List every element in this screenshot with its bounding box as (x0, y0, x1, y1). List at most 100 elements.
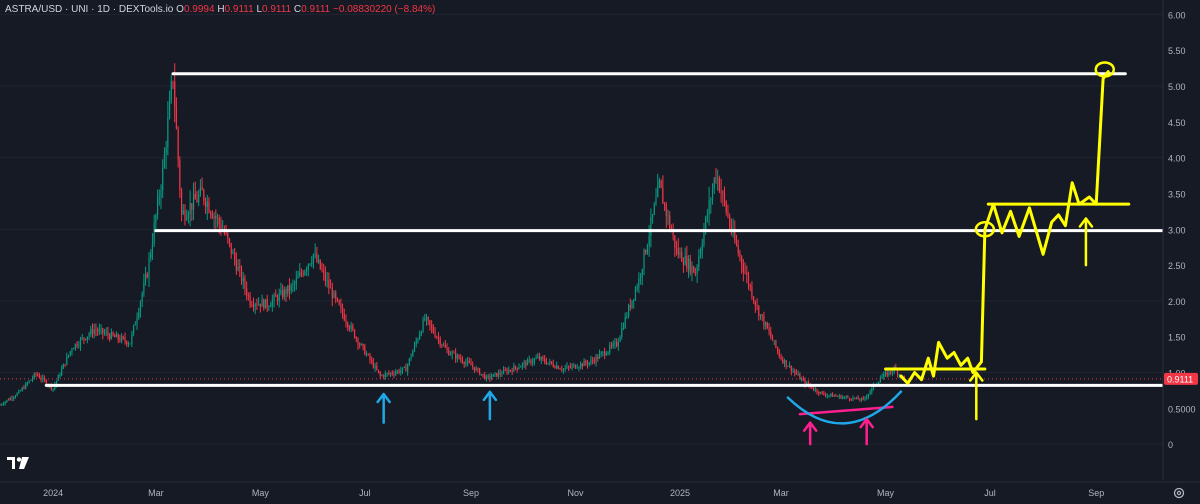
settings-gear-icon[interactable] (1172, 486, 1186, 500)
candle-body (23, 387, 25, 389)
candle-body (21, 387, 23, 391)
candle-body (175, 106, 178, 129)
candle-body (103, 333, 106, 334)
candle-body (794, 370, 796, 373)
candle-body (466, 360, 469, 363)
candle-body (69, 351, 71, 355)
candle-body (446, 347, 448, 351)
target-circle[interactable] (1094, 61, 1116, 78)
candle-body (679, 252, 681, 255)
candle-body (218, 218, 220, 225)
candle-body (449, 354, 452, 356)
candle-body (896, 369, 899, 375)
candle-body (204, 200, 207, 208)
candle-body (871, 387, 873, 392)
projection-path[interactable] (899, 70, 1110, 385)
tradingview-logo-icon[interactable] (7, 455, 31, 471)
candle-body (681, 252, 683, 262)
candle-body (592, 360, 594, 362)
candle-body (333, 292, 335, 298)
candle-body (78, 345, 80, 347)
candle-body (168, 98, 171, 118)
target-circle[interactable] (974, 221, 996, 238)
candle-body (638, 277, 640, 288)
candle-body (105, 332, 107, 334)
candle-body (639, 276, 642, 278)
candle-body (384, 373, 386, 377)
candle-body (7, 399, 10, 401)
candle-body (657, 185, 659, 198)
candle-body (138, 311, 140, 318)
candle-body (585, 361, 587, 364)
candle-body (307, 264, 309, 270)
candle-body (561, 369, 563, 370)
candle-body (616, 342, 618, 347)
candle-body (626, 316, 628, 318)
candle-body (187, 214, 190, 218)
candle-body (590, 360, 592, 363)
candle-body (4, 401, 6, 404)
pink-trendline[interactable] (798, 405, 894, 416)
candle-body (261, 299, 263, 307)
candle-body (259, 303, 261, 307)
candle-body (744, 271, 746, 273)
candle-body (890, 371, 892, 373)
time-tick-label: Mar (148, 488, 164, 498)
blue-up-arrow-icon[interactable] (376, 392, 391, 424)
price-tick-label: 4.50 (1168, 118, 1186, 128)
candle-body (633, 299, 635, 301)
candle-body (526, 359, 529, 366)
blue-up-arrow-icon[interactable] (482, 390, 498, 421)
yellow-up-arrow-icon[interactable] (969, 371, 984, 421)
pink-up-arrow-icon[interactable] (859, 417, 874, 446)
candle-body (371, 359, 373, 362)
candle-body (778, 351, 780, 357)
price-axis[interactable] (1163, 0, 1200, 504)
candle-body (792, 370, 794, 372)
candle-body (455, 352, 457, 359)
candle-body (412, 350, 414, 357)
rounded-bottom-curve[interactable] (786, 390, 903, 425)
candle-body (653, 204, 655, 215)
candle-body (703, 230, 705, 245)
candle-body (311, 262, 313, 264)
candle-body (374, 365, 376, 368)
candle-body (85, 338, 87, 340)
candle-body (492, 374, 494, 377)
candle-body (571, 365, 573, 368)
candle-body (747, 275, 750, 286)
candle-body (419, 334, 421, 340)
candle-body (353, 329, 356, 338)
yellow-up-arrow-icon[interactable] (1078, 217, 1094, 267)
candle-body (9, 397, 11, 401)
candle-body (256, 304, 258, 306)
candle-body (119, 339, 121, 341)
candle-body (725, 201, 727, 212)
candle-body (81, 337, 83, 339)
candle-body (489, 375, 491, 379)
price-tick-label: 5.50 (1168, 46, 1186, 56)
candle-body (270, 306, 272, 308)
symbol-title[interactable]: ASTRA/USD · UNI · 1D · DEXTools.io (5, 4, 174, 15)
candle-body (460, 358, 462, 360)
candle-body (413, 344, 416, 351)
candle-body (782, 359, 784, 363)
candle-body (761, 314, 763, 317)
candle-body (886, 372, 888, 376)
candle-body (150, 252, 152, 259)
candle-body (821, 391, 823, 394)
pink-up-arrow-icon[interactable] (802, 421, 818, 446)
candle-body (73, 348, 75, 350)
candle-body (396, 370, 398, 373)
time-tick-label: Jul (984, 488, 996, 498)
candle-body (835, 395, 837, 397)
candle-body (569, 366, 571, 368)
candle-body (646, 245, 649, 253)
candle-body (192, 194, 195, 210)
candle-body (340, 304, 342, 308)
candle-body (578, 367, 580, 368)
candle-body (180, 190, 183, 214)
candle-body (271, 300, 273, 307)
candle-body (619, 336, 621, 342)
